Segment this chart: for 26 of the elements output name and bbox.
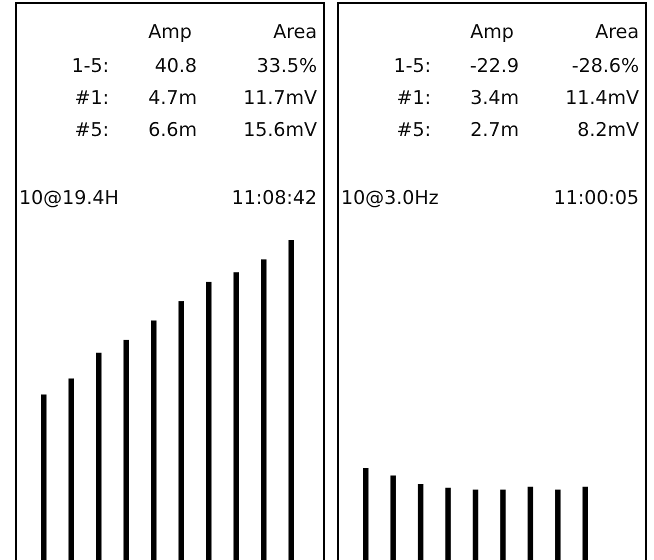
text: 6.6m xyxy=(148,119,197,141)
text: #5: xyxy=(396,119,431,141)
text: 11:08:42 xyxy=(232,187,317,209)
text: 10@19.4H xyxy=(19,187,119,209)
text: #5: xyxy=(74,119,109,141)
text: Area xyxy=(595,21,639,43)
text: 11.4mV xyxy=(565,87,639,109)
text: #1: xyxy=(74,87,109,109)
text: 10@3.0Hz xyxy=(341,187,439,209)
text: Amp xyxy=(470,21,514,43)
text: -22.9 xyxy=(470,55,519,77)
text: 15.6mV xyxy=(243,119,317,141)
text: Amp xyxy=(148,21,192,43)
text: 11.7mV xyxy=(243,87,317,109)
text: 2.7m xyxy=(470,119,519,141)
text: 11:00:05 xyxy=(554,187,639,209)
text: 40.8 xyxy=(154,55,197,77)
text: 1-5: xyxy=(72,55,109,77)
text: -28.6% xyxy=(572,55,639,77)
text: 3.4m xyxy=(470,87,519,109)
text: 4.7m xyxy=(148,87,197,109)
text: Area xyxy=(273,21,317,43)
text: 1-5: xyxy=(394,55,431,77)
text: #1: xyxy=(396,87,431,109)
text: 33.5% xyxy=(256,55,317,77)
text: 8.2mV xyxy=(577,119,639,141)
